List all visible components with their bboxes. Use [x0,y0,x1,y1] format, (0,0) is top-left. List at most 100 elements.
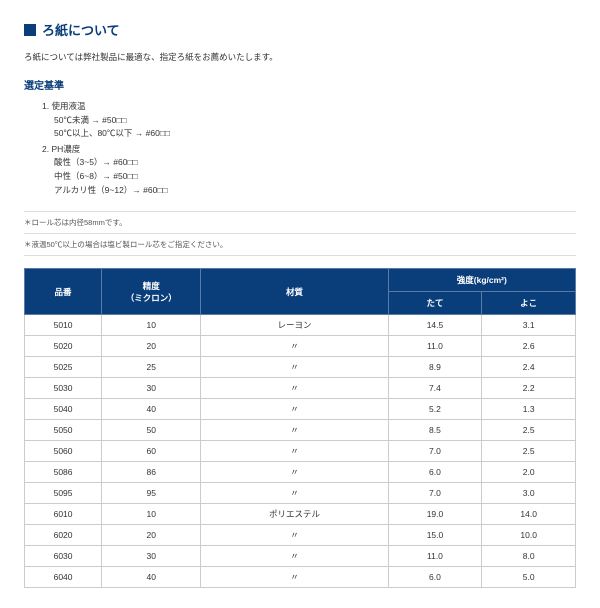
criteria-1a: 50℃未満 → #50□□ [54,114,576,128]
table-cell: 〃 [201,420,388,441]
criteria-list: 1. 使用液温 50℃未満 → #50□□ 50℃以上、80℃以下 → #60□… [42,100,576,197]
table-row: 602020〃15.010.0 [25,525,576,546]
table-cell: 5050 [25,420,102,441]
criteria-heading: 選定基準 [24,77,576,92]
table-cell: 6040 [25,567,102,588]
intro-text: ろ紙については弊社製品に最適な、指定ろ紙をお薦めいたします。 [24,51,576,63]
table-cell: 6030 [25,546,102,567]
table-cell: 2.2 [482,378,576,399]
table-cell: 19.0 [388,504,482,525]
table-cell: 8.5 [388,420,482,441]
table-cell: 3.1 [482,315,576,336]
spec-table: 品番 精度 （ミクロン） 材質 強度(kg/cm²) たて よこ 501010レ… [24,268,576,588]
table-cell: 〃 [201,525,388,546]
criteria-1b: 50℃以上、80℃以下 → #60□□ [54,127,576,141]
table-cell: 11.0 [388,336,482,357]
th-strength-v: たて [388,292,482,315]
table-row: 603030〃11.08.0 [25,546,576,567]
note-2: ＊液温50℃以上の場合は塩ビ製ロール芯をご指定ください。 [24,233,576,256]
table-cell: 86 [102,462,201,483]
note-1: ＊ロール芯は内径58mmです。 [24,211,576,233]
criteria-1: 1. 使用液温 [42,100,576,114]
page-title-row: ろ紙について [24,20,576,39]
table-cell: ポリエステル [201,504,388,525]
table-cell: 20 [102,525,201,546]
table-row: 506060〃7.02.5 [25,441,576,462]
table-cell: 7.0 [388,483,482,504]
table-row: 601010ポリエステル19.014.0 [25,504,576,525]
table-cell: 2.0 [482,462,576,483]
th-strength: 強度(kg/cm²) [388,269,575,292]
table-cell: 11.0 [388,546,482,567]
table-row: 501010レーヨン14.53.1 [25,315,576,336]
table-cell: 10.0 [482,525,576,546]
table-cell: 10 [102,315,201,336]
table-cell: 50 [102,420,201,441]
table-cell: レーヨン [201,315,388,336]
table-cell: 40 [102,399,201,420]
table-cell: 10 [102,504,201,525]
table-cell: 5010 [25,315,102,336]
table-cell: 5086 [25,462,102,483]
criteria-2: 2. PH濃度 [42,143,576,157]
table-cell: 8.0 [482,546,576,567]
table-cell: 1.3 [482,399,576,420]
table-cell: 7.4 [388,378,482,399]
table-row: 502020〃11.02.6 [25,336,576,357]
table-cell: 6.0 [388,462,482,483]
table-row: 502525〃8.92.4 [25,357,576,378]
table-row: 504040〃5.21.3 [25,399,576,420]
table-body: 501010レーヨン14.53.1502020〃11.02.6502525〃8.… [25,315,576,588]
table-cell: 5020 [25,336,102,357]
table-cell: 2.5 [482,441,576,462]
table-cell: 5.0 [482,567,576,588]
table-cell: 〃 [201,399,388,420]
table-cell: 5.2 [388,399,482,420]
table-cell: 〃 [201,336,388,357]
table-cell: 〃 [201,441,388,462]
table-cell: 〃 [201,357,388,378]
th-product: 品番 [25,269,102,315]
table-cell: 〃 [201,567,388,588]
table-cell: 6020 [25,525,102,546]
criteria-2a: 酸性（3~5）→ #60□□ [54,156,576,170]
table-row: 503030〃7.42.2 [25,378,576,399]
table-cell: 30 [102,378,201,399]
table-cell: 2.5 [482,420,576,441]
table-cell: 20 [102,336,201,357]
table-row: 604040〃6.05.0 [25,567,576,588]
table-cell: 7.0 [388,441,482,462]
table-cell: 6010 [25,504,102,525]
th-strength-h: よこ [482,292,576,315]
criteria-2c: アルカリ性（9~12）→ #60□□ [54,184,576,198]
table-cell: 2.6 [482,336,576,357]
table-cell: 2.4 [482,357,576,378]
table-cell: 6.0 [388,567,482,588]
table-cell: 40 [102,567,201,588]
table-row: 505050〃8.52.5 [25,420,576,441]
th-precision-unit: （ミクロン） [106,292,196,304]
table-cell: 5095 [25,483,102,504]
th-precision: 精度 （ミクロン） [102,269,201,315]
table-cell: 60 [102,441,201,462]
table-cell: 〃 [201,462,388,483]
table-cell: 3.0 [482,483,576,504]
table-cell: 14.5 [388,315,482,336]
table-cell: 5025 [25,357,102,378]
table-cell: 5060 [25,441,102,462]
table-row: 508686〃6.02.0 [25,462,576,483]
table-cell: 30 [102,546,201,567]
table-cell: 8.9 [388,357,482,378]
table-cell: 14.0 [482,504,576,525]
table-cell: 25 [102,357,201,378]
table-cell: 〃 [201,546,388,567]
criteria-2b: 中性（6~8）→ #50□□ [54,170,576,184]
table-cell: 95 [102,483,201,504]
table-cell: 5030 [25,378,102,399]
th-precision-label: 精度 [106,280,196,292]
table-cell: 5040 [25,399,102,420]
page-title: ろ紙について [42,20,120,39]
title-square-icon [24,24,36,36]
table-cell: 15.0 [388,525,482,546]
th-material: 材質 [201,269,388,315]
